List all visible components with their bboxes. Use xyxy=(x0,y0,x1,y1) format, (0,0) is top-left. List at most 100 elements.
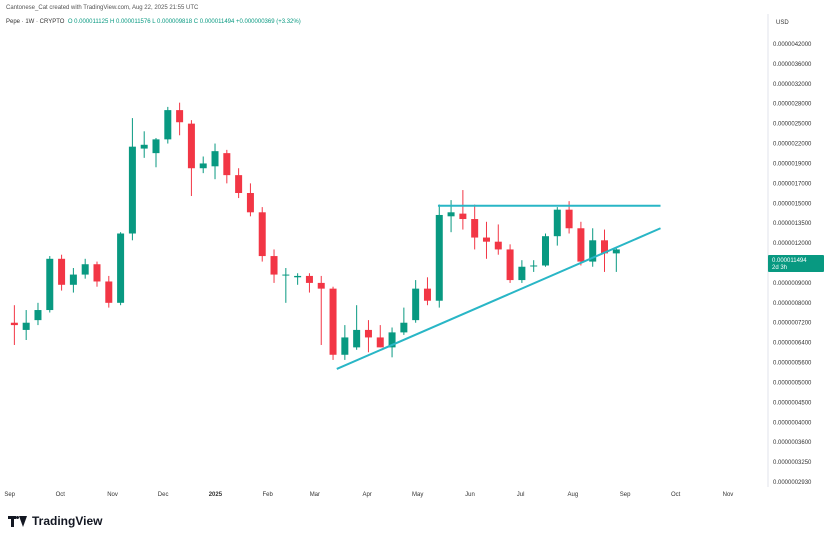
candle xyxy=(58,254,66,291)
time-tick-label: Feb xyxy=(262,492,273,498)
candle-body xyxy=(447,212,455,217)
price-tick-label: 0.0000004000 xyxy=(773,420,812,426)
candle xyxy=(305,273,313,293)
candle xyxy=(353,305,361,350)
candle xyxy=(506,244,514,283)
candle-body xyxy=(10,322,18,326)
candle xyxy=(376,325,384,348)
candle-body xyxy=(105,281,113,303)
candle xyxy=(494,224,502,255)
candle xyxy=(294,273,302,285)
candle-body xyxy=(388,332,396,348)
change-value: +0.000000369 (+3.32%) xyxy=(236,19,301,25)
time-tick-label: 2025 xyxy=(209,492,223,498)
candle-body xyxy=(246,193,254,213)
candle-body xyxy=(305,275,313,283)
candle-body xyxy=(435,214,443,301)
candle xyxy=(601,229,609,272)
candle-body xyxy=(364,329,372,338)
candle xyxy=(34,302,42,326)
candle-body xyxy=(518,266,526,281)
candle-body xyxy=(459,213,467,220)
candle xyxy=(541,233,549,267)
price-tick-label: 0.0000017000 xyxy=(773,181,812,187)
time-tick-label: Sep xyxy=(4,492,15,498)
trendlines xyxy=(336,204,661,370)
candle-body xyxy=(294,275,302,278)
candle-body xyxy=(400,322,408,333)
price-tick-label: 0.0000019000 xyxy=(773,161,812,167)
price-tick-label: 0.0000015000 xyxy=(773,201,812,207)
price-tick-label: 0.0000002930 xyxy=(773,480,812,486)
candle-body xyxy=(199,163,207,169)
candle-body xyxy=(140,144,148,149)
candle xyxy=(246,183,254,217)
price-tick-label: 0.0000042000 xyxy=(773,42,812,48)
trendline-support[interactable] xyxy=(336,227,661,370)
candle-body xyxy=(341,337,349,355)
high-value: H 0.000011576 xyxy=(109,19,151,25)
price-tick-label: 0.0000022000 xyxy=(773,142,812,148)
candle xyxy=(459,190,467,230)
tradingview-logo[interactable]: TradingView xyxy=(8,514,102,528)
candle xyxy=(612,248,620,272)
candle-body xyxy=(164,110,172,140)
candle xyxy=(435,204,443,308)
bar-countdown: 2d 3h xyxy=(772,265,787,271)
candle xyxy=(258,207,266,262)
candle xyxy=(270,249,278,283)
price-tick-label: 0.0000003600 xyxy=(773,440,812,446)
candle xyxy=(412,280,420,323)
candle xyxy=(69,268,77,293)
candle-body xyxy=(93,264,101,282)
candle-body xyxy=(282,274,290,276)
candle-body xyxy=(530,265,538,267)
price-tick-label: 0.0000008000 xyxy=(773,301,812,307)
candle-body xyxy=(482,237,490,242)
price-tick-label: 0.0000005000 xyxy=(773,380,812,386)
candle xyxy=(128,118,136,241)
candle-body xyxy=(412,288,420,321)
candles xyxy=(10,102,620,360)
candle-body xyxy=(612,249,620,254)
candle xyxy=(388,327,396,358)
candle-body xyxy=(34,310,42,321)
time-tick-label: Oct xyxy=(671,492,681,498)
candle-body xyxy=(117,233,125,303)
candle xyxy=(187,120,195,197)
price-tick-label: 0.0000036000 xyxy=(773,62,812,68)
candle xyxy=(46,256,54,313)
price-tick-label: 0.0000013500 xyxy=(773,221,812,227)
candle-body xyxy=(187,123,195,169)
symbol-name[interactable]: Pepe · 1W · CRYPTO xyxy=(6,19,65,25)
time-axis[interactable]: Sep Oct Nov Dec 2025 Feb Mar Apr May Jun Jul Aug Sep… xyxy=(4,492,733,498)
close-value: C 0.000011494 xyxy=(193,19,235,25)
candle-body xyxy=(46,258,54,311)
candle-body xyxy=(423,288,431,301)
brand-name: TradingView xyxy=(32,514,103,528)
time-tick-label: Aug xyxy=(567,492,578,498)
candle xyxy=(317,275,325,345)
last-price-box xyxy=(768,255,824,272)
candle xyxy=(22,310,30,341)
candle-body xyxy=(471,219,479,238)
candle-body xyxy=(235,175,243,194)
candle xyxy=(589,228,597,267)
candle-body xyxy=(58,258,66,285)
candle-body xyxy=(494,241,502,250)
candle-body xyxy=(317,282,325,289)
candle xyxy=(199,156,207,174)
time-tick-label: Apr xyxy=(362,492,371,498)
price-tick-label: 0.0000009000 xyxy=(773,281,812,287)
price-axis[interactable]: 0.0000042000 0.0000036000 0.0000032000 0.00… xyxy=(773,42,812,486)
candle xyxy=(329,286,337,360)
candle xyxy=(471,204,479,250)
symbol-legend: Pepe · 1W · CRYPTO O 0.000011125 H 0.000… xyxy=(6,19,301,25)
price-tick-label: 0.0000006400 xyxy=(773,341,812,347)
candle-body xyxy=(176,110,184,123)
price-tick-label: 0.0000004500 xyxy=(773,400,812,406)
candle-body xyxy=(258,212,266,257)
currency-label[interactable]: USD xyxy=(776,20,789,26)
candle xyxy=(341,325,349,360)
